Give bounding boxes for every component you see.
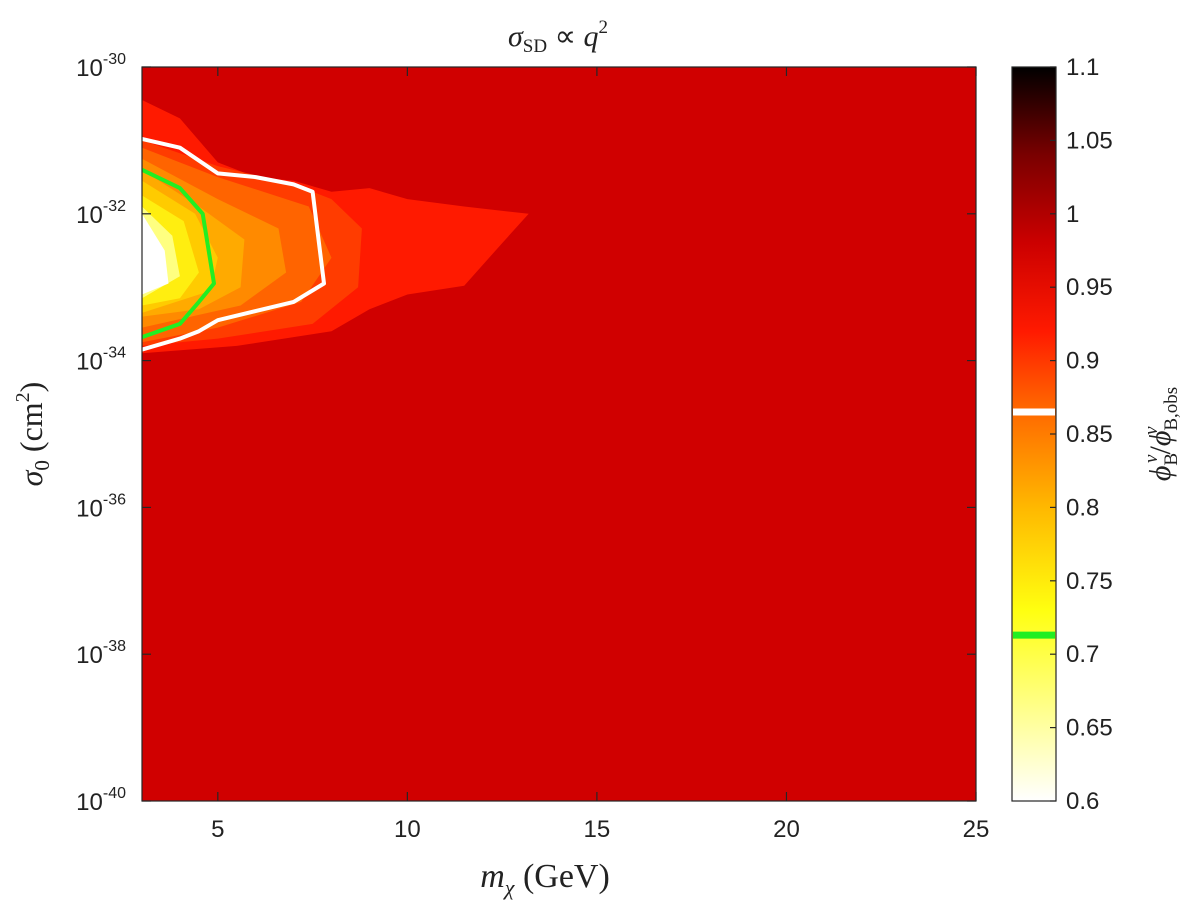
x-tick-label: 5	[211, 816, 224, 843]
y-tick-label: 10-30	[76, 51, 126, 82]
x-tick-label: 20	[773, 816, 800, 843]
heatmap-background	[142, 67, 976, 801]
colorbar-markers	[1013, 408, 1055, 639]
x-axis-label: mχ (GeV)	[480, 858, 610, 900]
y-tick-label: 10-34	[76, 345, 126, 376]
colorbar-tick-label: 0.9	[1066, 348, 1099, 375]
y-tick-label: 10-32	[76, 198, 126, 229]
y-tick-label: 10-40	[76, 785, 126, 816]
colorbar-tick-label: 0.65	[1066, 715, 1113, 742]
colorbar-tick-label: 0.8	[1066, 494, 1099, 521]
y-axis-label: σ0 (cm2)	[12, 382, 54, 487]
colorbar-label: ϕBν/ϕB,obsν	[1141, 387, 1182, 481]
white-contour	[142, 136, 326, 352]
y-tick-label: 10-38	[76, 638, 126, 669]
x-tick-label: 15	[584, 816, 611, 843]
colorbar: 0.6 0.65 0.7 0.75 0.8 0.85 0.9 0.95 1 1.…	[1011, 54, 1182, 815]
colorbar-tick-label: 1.1	[1066, 54, 1099, 81]
plot-frame	[141, 66, 977, 802]
chart-title: σSD ∝ q2	[508, 17, 608, 57]
colorbar-tick-label: 1	[1066, 201, 1079, 228]
colorbar-tick-label: 1.05	[1066, 127, 1113, 154]
x-tick-labels: 5 10 15 20 25	[211, 816, 989, 843]
colorbar-tick-label: 0.95	[1066, 274, 1113, 301]
colorbar-tick-labels: 0.6 0.65 0.7 0.75 0.8 0.85 0.9 0.95 1 1.…	[1066, 54, 1113, 815]
colorbar-tick-label: 0.75	[1066, 568, 1113, 595]
colorbar-tick-label: 0.85	[1066, 421, 1113, 448]
contour-line-layer	[142, 136, 326, 352]
x-tick-label: 10	[394, 816, 421, 843]
green-contour	[142, 167, 216, 339]
x-tick-label: 25	[963, 816, 990, 843]
y-tick-labels: 10-40 10-38 10-36 10-34 10-32 10-30	[76, 51, 126, 816]
colorbar-tick-label: 0.6	[1066, 788, 1099, 815]
colorbar-tick-label: 0.7	[1066, 641, 1099, 668]
contour-region	[142, 213, 169, 295]
y-tick-label: 10-36	[76, 491, 126, 522]
colorbar-gradient	[1011, 66, 1057, 802]
colorbar-ticks	[1050, 66, 1056, 802]
